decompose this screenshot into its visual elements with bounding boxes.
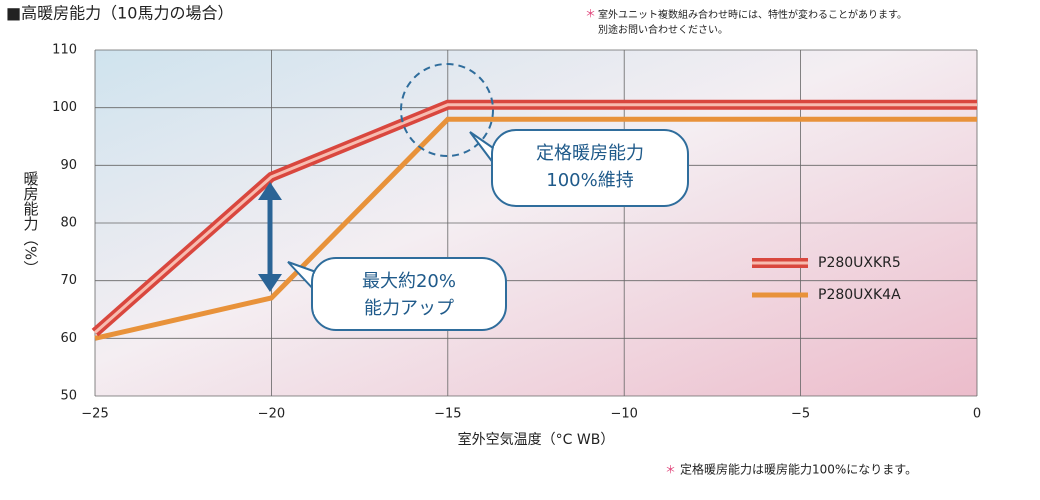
- callout-text: 最大約20%: [362, 271, 456, 292]
- callout-text: 定格暖房能力: [536, 143, 644, 164]
- y-tick-label: 110: [52, 43, 77, 58]
- y-tick-label: 100: [52, 100, 77, 115]
- callout-text: 100%維持: [546, 170, 633, 191]
- x-tick-label: −15: [434, 407, 461, 422]
- series-highlight: [94, 103, 977, 334]
- y-tick-label: 70: [60, 273, 77, 288]
- legend-label: P280UXK4A: [818, 287, 901, 303]
- callout-text: 能力アップ: [364, 298, 454, 319]
- callout-box: [491, 129, 689, 207]
- x-tick-label: −25: [81, 407, 108, 422]
- arrow-head: [258, 182, 282, 200]
- x-axis-label: 室外空気温度（°C WB）: [458, 431, 615, 448]
- highlight-circle: [400, 63, 494, 157]
- y-tick-label: 80: [60, 216, 77, 231]
- note-mark: ＊: [585, 7, 596, 20]
- y-tick-label: 90: [60, 158, 77, 173]
- series-line: [94, 116, 977, 341]
- note-mark: ＊: [665, 463, 676, 476]
- chart-title: ■高暖房能力（10馬力の場合）: [6, 4, 233, 23]
- callout-cover: [494, 146, 506, 186]
- y-tick-label: 60: [60, 331, 77, 346]
- x-tick-label: 0: [973, 407, 981, 422]
- x-tick-label: −10: [610, 407, 637, 422]
- callout-box: [311, 257, 507, 331]
- x-tick-label: −5: [791, 407, 810, 422]
- y-tick-label: 50: [60, 389, 77, 404]
- y-axis-label: 暖房能力（%）: [22, 171, 40, 275]
- arrow-head: [258, 274, 282, 292]
- note-top: 室外ユニット複数組み合わせ時には、特性が変わることがあります。: [598, 8, 907, 21]
- note-bottom: 定格暖房能力は暖房能力100%になります。: [680, 462, 917, 477]
- callout-tail: [287, 261, 317, 293]
- callout-cover: [314, 274, 326, 314]
- x-tick-label: −20: [258, 407, 285, 422]
- legend-label: P280UXKR5: [818, 255, 901, 271]
- note-top: 別途お問い合わせください。: [598, 23, 728, 36]
